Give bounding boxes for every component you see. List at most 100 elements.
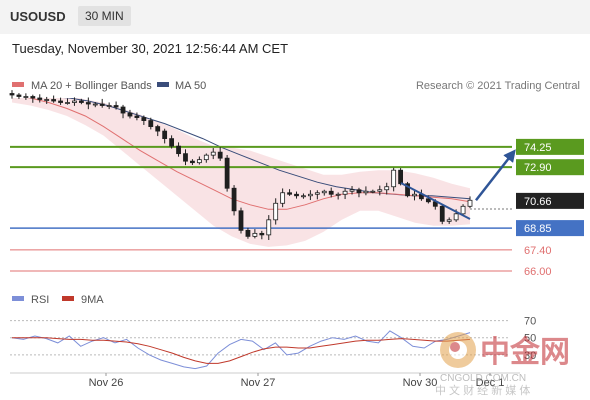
candle-up [467, 199, 473, 207]
rsi-tick-label: 50 [524, 333, 536, 345]
candle-up [335, 193, 341, 196]
candle-down [356, 189, 362, 194]
candle-down [190, 160, 195, 164]
credit-label: Research © 2021 Trading Central [416, 80, 580, 92]
target-label: 66.00 [524, 266, 552, 278]
candle-down [127, 112, 133, 117]
candle-down [398, 169, 404, 185]
candle-up [307, 193, 313, 197]
candle-up [342, 190, 348, 195]
candle-down [176, 145, 181, 155]
candle-up [446, 219, 452, 222]
header-bar: USOUSD 30 MIN [0, 0, 590, 34]
candle-down [141, 117, 147, 121]
candle-up [384, 186, 390, 191]
candle-down [148, 120, 154, 127]
candle-up [23, 96, 29, 98]
target-label: 67.40 [524, 245, 552, 257]
ma20-legend-label: MA 20 + Bollinger Bands [31, 80, 152, 92]
watermark-subtitle: 中 文 财 经 新 媒 体 [435, 383, 530, 397]
candle-down [259, 232, 265, 236]
ma20-line [27, 98, 471, 210]
ma9-line [12, 337, 471, 364]
candle-up [252, 232, 258, 237]
candle-down [224, 157, 230, 189]
symbol-label: USOUSD [10, 9, 66, 24]
resistance-label-box [516, 159, 584, 176]
ma9-legend-swatch [62, 296, 74, 301]
candle-up [196, 159, 202, 164]
candle-up [106, 105, 112, 107]
candle-up [72, 100, 77, 103]
pivot-label: 68.85 [524, 223, 552, 235]
x-tick-label: Dec 1 [476, 377, 505, 389]
candle-down [58, 100, 63, 103]
candle-up [273, 202, 279, 221]
candle-down [287, 192, 292, 195]
rsi-line [11, 330, 471, 370]
candle-up [44, 99, 50, 101]
rsi-legend-swatch [12, 296, 24, 301]
candle-up [460, 205, 466, 215]
datetime-label: Tuesday, November 30, 2021 12:56:44 AM C… [12, 41, 289, 56]
candle-down [238, 210, 244, 231]
rsi-legend-label: RSI [31, 294, 49, 306]
candle-down [113, 105, 119, 108]
ma50-legend-swatch [157, 82, 169, 87]
candle-down [162, 130, 168, 140]
resistance-label-box [516, 138, 584, 155]
candle-down [294, 193, 299, 197]
projection-arrow [475, 149, 516, 202]
candle-up [453, 213, 459, 221]
candle-up [363, 190, 369, 194]
candle-down [30, 96, 36, 99]
candle-down [37, 97, 43, 100]
candle-down [85, 102, 91, 105]
x-tick-label: Nov 30 [403, 377, 438, 389]
ma20-legend-swatch [12, 82, 24, 87]
candle-up [314, 192, 320, 195]
bollinger-band [12, 98, 470, 247]
candle-down [405, 183, 410, 197]
candle-up [280, 192, 286, 204]
candle-up [301, 195, 306, 198]
candle-down [134, 115, 140, 118]
candle-up [370, 190, 376, 193]
candle-up [412, 193, 417, 197]
candle-down [183, 153, 188, 162]
resistance-label: 72.90 [524, 162, 552, 174]
candle-down [9, 93, 15, 96]
candle-down [155, 126, 161, 132]
x-tick-label: Nov 26 [89, 377, 124, 389]
candle-down [169, 138, 175, 147]
candle-up [210, 151, 216, 156]
pivot-label-box [516, 220, 584, 237]
candle-down [120, 106, 126, 114]
candle-up [391, 169, 397, 188]
watermark: 中金网 CNGOLD.COM.CN 中 文 财 经 新 媒 体 [435, 332, 570, 397]
candle-down [425, 198, 431, 203]
candle-up [321, 190, 327, 194]
candle-up [92, 103, 98, 106]
watermark-url: CNGOLD.COM.CN [440, 373, 526, 384]
candle-down [99, 103, 105, 106]
candle-up [349, 189, 355, 192]
x-tick-label: Nov 27 [241, 377, 276, 389]
candle-down [78, 100, 84, 103]
candle-down [439, 205, 445, 222]
watermark-title: 中金网 [480, 335, 570, 369]
current-price-box [516, 192, 584, 209]
candle-down [51, 99, 57, 102]
timeframe-button[interactable]: 30 MIN [78, 6, 131, 26]
candles [9, 90, 473, 241]
candle-up [65, 102, 70, 104]
ma50-legend-label: MA 50 [175, 80, 206, 92]
rsi-tick-label: 30 [524, 350, 536, 362]
candle-up [377, 189, 383, 192]
candle-up [266, 219, 272, 236]
trend-line [400, 182, 471, 220]
current-price-label: 70.66 [524, 196, 552, 208]
candle-down [16, 94, 22, 97]
candle-down [231, 187, 237, 212]
